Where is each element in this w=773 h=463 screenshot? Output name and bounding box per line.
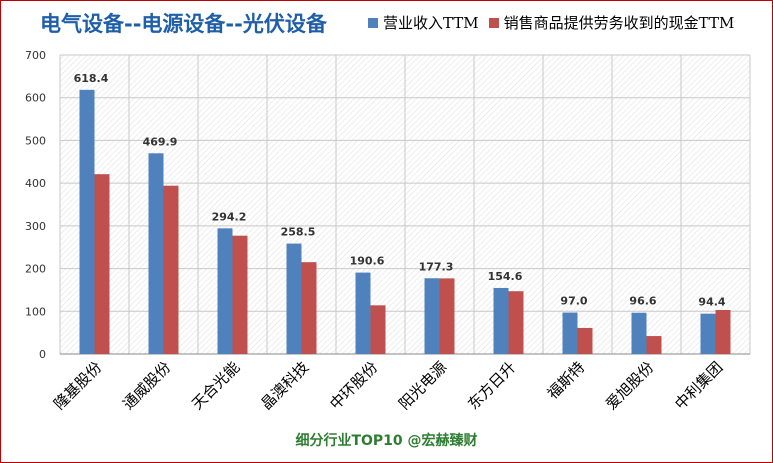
x-category-label: 东方日升 [464,358,519,413]
bar-cash [439,278,455,354]
bar-revenue [424,278,440,354]
bar-revenue [217,228,233,354]
x-category-label: 通威股份 [119,358,174,413]
y-tick-label: 100 [25,305,46,318]
bar-revenue [562,312,578,354]
bar-cash [646,336,662,354]
data-label: 618.4 [74,72,109,85]
data-label: 177.3 [419,260,454,273]
legend-label-revenue: 营业收入TTM [383,14,479,32]
data-label: 258.5 [281,226,316,239]
bar-cash [94,174,110,354]
bar-revenue [631,312,647,354]
y-tick-label: 200 [25,263,46,276]
y-tick-label: 300 [25,220,46,233]
bar-cash [163,185,179,354]
x-category-label: 福斯特 [544,358,589,403]
chart-title: 电气设备--电源设备--光伏设备 [40,12,327,36]
chart-footer: 细分行业TOP10 @宏赫臻财 [295,433,478,449]
bar-revenue [700,313,716,354]
bar-cash [715,310,731,354]
y-tick-label: 700 [25,49,46,62]
y-tick-label: 600 [25,92,46,105]
legend-item-revenue: 营业收入TTM [368,12,479,33]
x-category-label: 隆基股份 [50,358,105,413]
bar-revenue [286,243,302,354]
data-label: 469.9 [143,135,178,148]
bar-revenue [79,89,95,354]
data-label: 294.2 [212,210,247,223]
x-category-label: 爱旭股份 [602,358,657,413]
data-label: 154.6 [488,270,523,283]
bar-revenue [148,153,164,354]
data-label: 97.0 [560,295,587,308]
bar-cash [370,305,386,354]
y-tick-label: 0 [39,348,46,361]
chart-legend: 营业收入TTM 销售商品提供劳务收到的现金TTM [368,12,744,33]
legend-swatch-cash [488,17,499,28]
data-label: 94.4 [698,296,725,309]
legend-label-cash: 销售商品提供劳务收到的现金TTM [503,14,735,32]
bar-revenue [493,287,509,354]
y-tick-label: 500 [25,134,46,147]
x-category-label: 晶澳科技 [257,358,312,413]
data-label: 96.6 [629,295,656,308]
x-category-label: 天合光能 [188,358,243,413]
x-category-label: 中利集团 [671,358,726,413]
x-category-label: 阳光电源 [395,358,450,413]
y-tick-label: 400 [25,177,46,190]
bar-cash [577,327,593,354]
bar-cash [301,262,317,354]
legend-swatch-revenue [368,17,378,28]
bar-cash [232,235,248,354]
x-category-label: 中环股份 [326,358,381,413]
data-label: 190.6 [350,255,385,268]
bar-revenue [355,272,371,354]
legend-item-cash: 销售商品提供劳务收到的现金TTM [488,12,735,33]
bar-cash [508,291,524,354]
